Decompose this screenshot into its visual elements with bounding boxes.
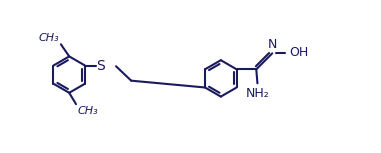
- Text: OH: OH: [290, 46, 309, 59]
- Text: NH₂: NH₂: [245, 87, 269, 100]
- Text: CH₃: CH₃: [78, 106, 99, 116]
- Text: S: S: [96, 58, 105, 73]
- Text: N: N: [268, 39, 277, 51]
- Text: CH₃: CH₃: [38, 33, 59, 43]
